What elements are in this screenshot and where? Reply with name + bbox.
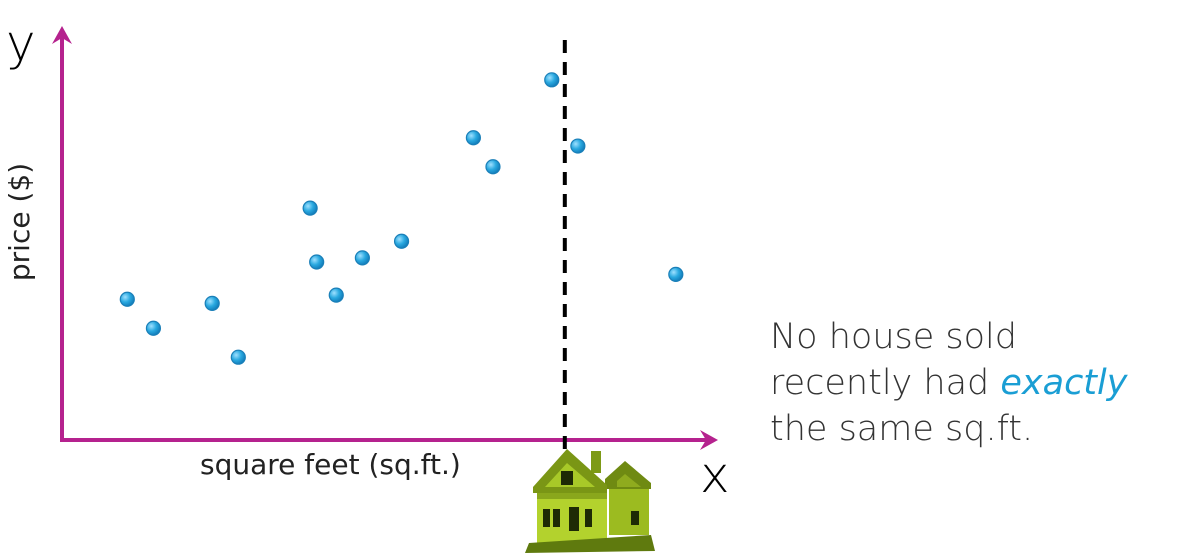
annotation-emphasis: exactly <box>1000 363 1127 403</box>
data-point-10 <box>466 131 480 145</box>
data-point-6 <box>310 255 324 269</box>
data-point-11 <box>486 160 500 174</box>
data-point-1 <box>120 292 134 306</box>
data-point-4 <box>231 350 245 364</box>
annotation-line-3: the same sq.ft. <box>770 406 1127 452</box>
x-axis-letter: x <box>700 450 730 500</box>
annotation-line-2: recently had exactly <box>770 360 1127 406</box>
house-icon <box>525 445 657 554</box>
annotation-text: No house sold recently had exactly the s… <box>770 314 1127 452</box>
data-point-5 <box>303 201 317 215</box>
axes <box>52 26 718 450</box>
data-point-9 <box>395 234 409 248</box>
data-point-13 <box>571 139 585 153</box>
y-axis-label: price ($) <box>5 147 35 297</box>
data-point-14 <box>669 267 683 281</box>
data-point-7 <box>329 288 343 302</box>
data-point-12 <box>545 73 559 87</box>
annotation-line-2-start: recently had <box>770 363 1000 403</box>
data-point-8 <box>355 251 369 265</box>
data-point-3 <box>205 296 219 310</box>
x-axis-label: square feet (sq.ft.) <box>200 448 461 481</box>
data-points <box>120 73 683 364</box>
data-point-2 <box>146 321 160 335</box>
annotation-line-1: No house sold <box>770 314 1127 360</box>
y-axis-letter: y <box>6 18 36 68</box>
